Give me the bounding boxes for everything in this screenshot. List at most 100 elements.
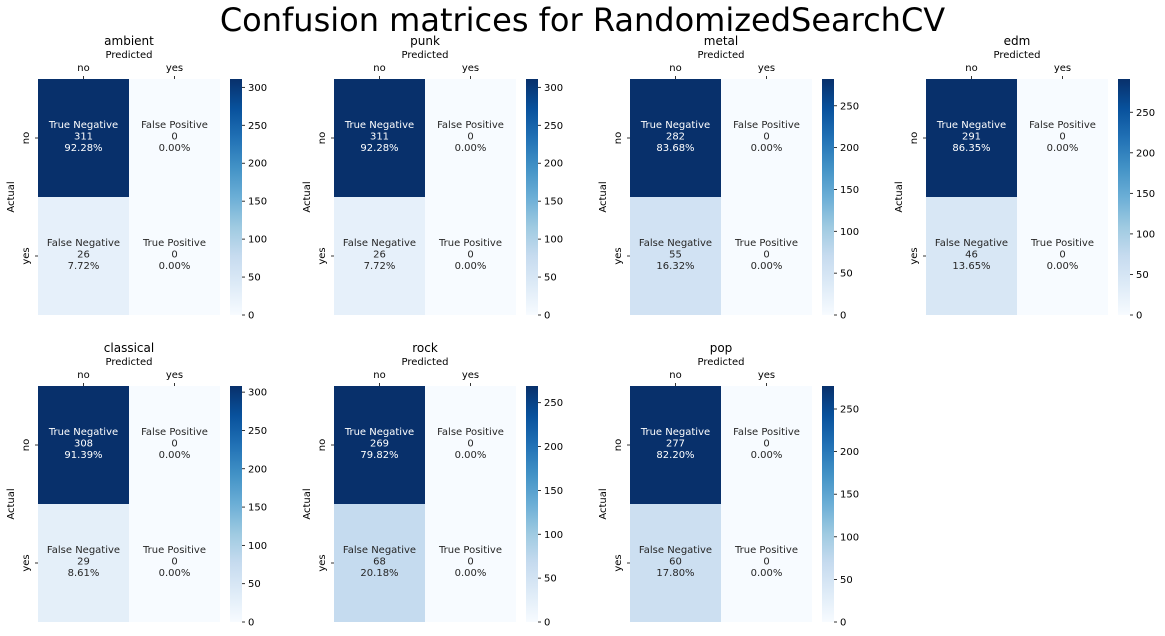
colorbar (1118, 79, 1130, 315)
cell-name-label: True Negative (48, 120, 118, 131)
colorbar-tick-label: 200 (840, 143, 859, 154)
y-axis-label: Actual (6, 181, 17, 212)
y-axis-label: Actual (302, 181, 313, 212)
cell-name-label: True Positive (142, 238, 206, 249)
cell-percent-label: 0.00% (455, 143, 487, 154)
matrix-title: rock (412, 341, 438, 355)
y-tick-label: yes (317, 554, 328, 571)
cell-percent-label: 0.00% (751, 568, 783, 579)
cell-name-label: False Negative (343, 545, 416, 556)
cell-count-label: 68 (373, 557, 386, 568)
cell-percent-label: 82.20% (656, 450, 694, 461)
colorbar (230, 79, 242, 315)
x-axis-label: Predicted (698, 50, 745, 61)
colorbar-tick-label: 300 (248, 388, 267, 399)
cell-count-label: 55 (669, 250, 682, 261)
cell-count-label: 0 (467, 132, 473, 143)
cell-percent-label: 92.28% (64, 143, 102, 154)
y-tick-label: no (317, 132, 328, 144)
cell-name-label: False Positive (437, 427, 504, 438)
colorbar-tick-label: 50 (248, 579, 261, 590)
cell-count-label: 0 (763, 132, 769, 143)
colorbar (526, 79, 538, 315)
cell-percent-label: 0.00% (1047, 143, 1079, 154)
cell-count-label: 0 (1059, 250, 1065, 261)
x-tick-label: yes (462, 370, 479, 381)
x-axis-label: Predicted (994, 50, 1041, 61)
x-axis-label: Predicted (402, 50, 449, 61)
y-tick-label: yes (613, 247, 624, 264)
cell-name-label: False Positive (437, 120, 504, 131)
colorbar-tick-label: 150 (1136, 189, 1155, 200)
cell-name-label: False Positive (141, 427, 208, 438)
colorbar-tick-label: 100 (840, 227, 859, 238)
cell-percent-label: 0.00% (455, 568, 487, 579)
cell-name-label: True Negative (344, 120, 414, 131)
colorbar-tick-label: 50 (840, 575, 853, 586)
cell-percent-label: 13.65% (952, 261, 990, 272)
colorbar-tick-label: 250 (840, 101, 859, 112)
colorbar-tick-label: 0 (248, 311, 254, 322)
cell-name-label: True Negative (640, 120, 710, 131)
colorbar-tick-label: 100 (248, 235, 267, 246)
cell-count-label: 291 (962, 132, 981, 143)
colorbar-tick-label: 50 (840, 269, 853, 280)
colorbar-tick-label: 200 (1136, 148, 1155, 159)
cell-name-label: True Positive (1030, 238, 1094, 249)
colorbar (822, 79, 834, 315)
cell-count-label: 0 (467, 439, 473, 450)
cell-name-label: False Positive (141, 120, 208, 131)
cell-name-label: True Positive (734, 545, 798, 556)
colorbar (230, 386, 242, 622)
colorbar-tick-label: 50 (1136, 270, 1149, 281)
y-tick-label: yes (21, 554, 32, 571)
colorbar-tick-label: 50 (248, 273, 261, 284)
colorbar-tick-label: 0 (544, 311, 550, 322)
x-tick-label: no (669, 370, 681, 381)
y-tick-label: no (613, 439, 624, 451)
x-tick-label: no (373, 370, 385, 381)
colorbar-tick-label: 150 (248, 503, 267, 514)
colorbar-tick-label: 50 (544, 574, 557, 585)
cell-count-label: 0 (1059, 132, 1065, 143)
colorbar-tick-label: 100 (248, 541, 267, 552)
colorbar-tick-label: 0 (1136, 311, 1142, 322)
x-axis-label: Predicted (106, 357, 153, 368)
matrix-title: metal (704, 34, 738, 48)
cell-count-label: 0 (763, 557, 769, 568)
cell-name-label: True Negative (344, 427, 414, 438)
cell-count-label: 0 (467, 557, 473, 568)
x-axis-label: Predicted (698, 357, 745, 368)
x-tick-label: yes (758, 63, 775, 74)
cell-count-label: 0 (763, 439, 769, 450)
colorbar-tick-label: 150 (544, 486, 563, 497)
cell-name-label: False Negative (935, 238, 1008, 249)
y-tick-label: no (21, 132, 32, 144)
cell-count-label: 282 (666, 132, 685, 143)
y-axis-label: Actual (6, 488, 17, 519)
cell-count-label: 311 (74, 132, 93, 143)
cell-name-label: False Negative (47, 238, 120, 249)
cell-percent-label: 83.68% (656, 143, 694, 154)
x-tick-label: yes (1054, 63, 1071, 74)
cell-name-label: True Positive (734, 238, 798, 249)
colorbar-tick-label: 300 (248, 83, 267, 94)
cell-percent-label: 7.72% (68, 261, 100, 272)
cell-count-label: 269 (370, 439, 389, 450)
x-tick-label: no (669, 63, 681, 74)
y-axis-label: Actual (302, 488, 313, 519)
cell-percent-label: 0.00% (1047, 261, 1079, 272)
matrix-title: ambient (104, 34, 154, 48)
y-tick-label: no (909, 132, 920, 144)
colorbar-tick-label: 50 (544, 273, 557, 284)
cell-percent-label: 0.00% (751, 143, 783, 154)
cell-count-label: 26 (77, 250, 90, 261)
cell-name-label: False Negative (47, 545, 120, 556)
matrix-title: pop (710, 341, 733, 355)
cell-count-label: 311 (370, 132, 389, 143)
cell-percent-label: 17.80% (656, 568, 694, 579)
colorbar (526, 386, 538, 622)
cell-name-label: False Positive (733, 120, 800, 131)
colorbar-tick-label: 0 (544, 618, 550, 629)
colorbar-tick-label: 250 (1136, 108, 1155, 119)
